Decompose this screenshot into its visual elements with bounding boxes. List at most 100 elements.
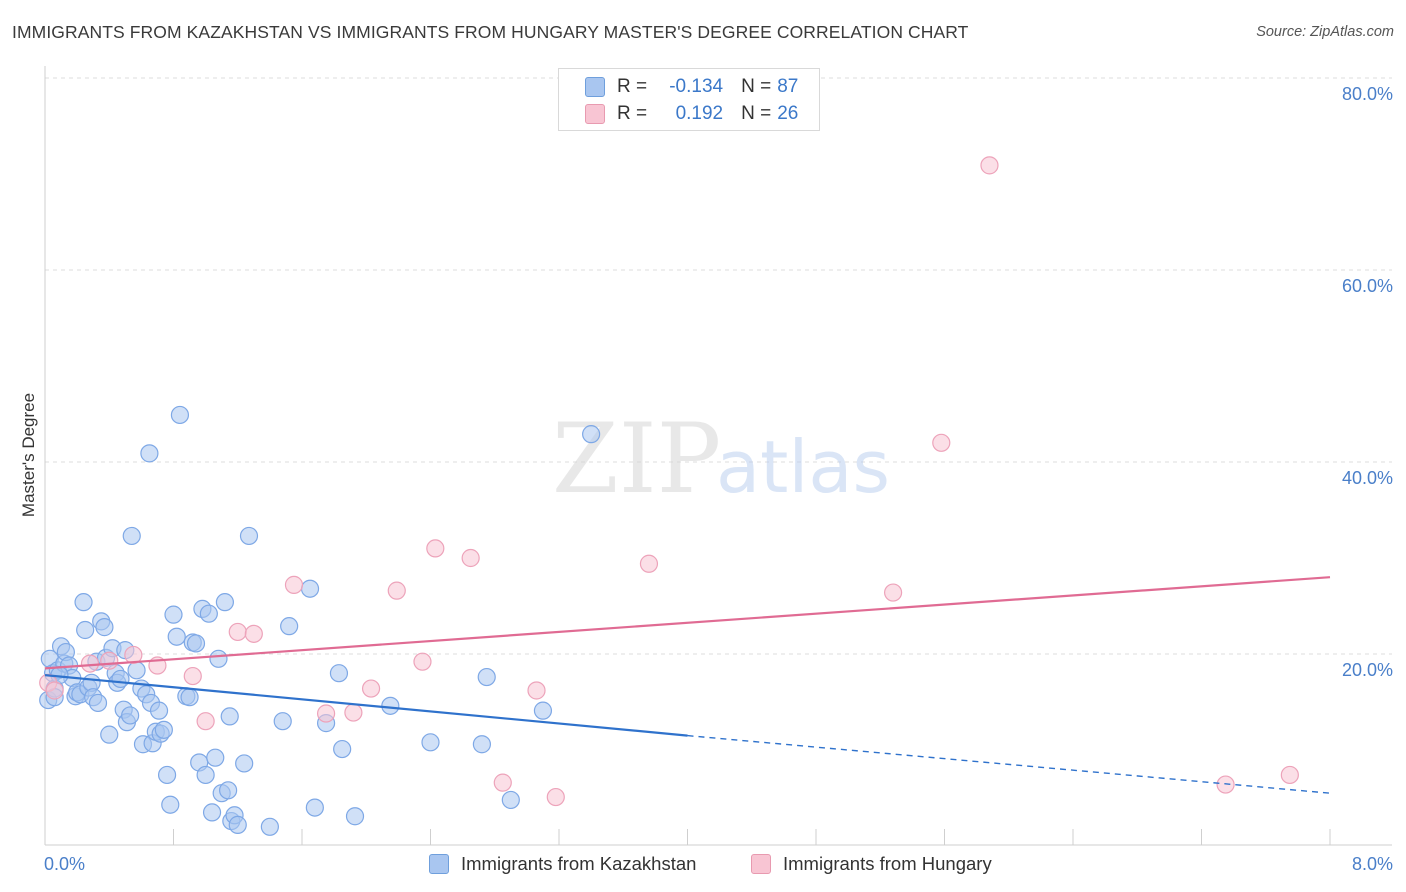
data-point-kazakhstan [333, 739, 352, 759]
legend-n-value-hungary: 26 [777, 103, 799, 124]
y-tick-label: 60.0% [1342, 276, 1393, 296]
data-point-hungary [461, 548, 480, 568]
data-point-hungary [883, 583, 903, 602]
data-point-kazakhstan [206, 748, 225, 767]
data-point-hungary [527, 681, 546, 700]
legend-r-value-hungary: 0.192 [675, 103, 724, 124]
data-point-kazakhstan [305, 798, 324, 817]
legend-n-value-kazakhstan: 87 [777, 76, 799, 97]
data-point-hungary [80, 654, 100, 673]
data-point-kazakhstan [280, 617, 299, 636]
data-point-kazakhstan [239, 526, 259, 546]
data-point-kazakhstan [219, 781, 238, 800]
gridlines [45, 77, 1392, 655]
data-point-hungary [124, 645, 143, 665]
tick-labels: 20.0% 40.0% 60.0% 80.0% 0.0% 8.0% [44, 84, 1393, 874]
data-point-hungary [932, 433, 951, 452]
data-point-hungary [980, 156, 999, 175]
bottom-legend-swatch-kazakhstan [429, 854, 449, 874]
data-point-hungary [1280, 765, 1299, 785]
trend-line-kazakhstan [44, 674, 688, 737]
data-point-kazakhstan [196, 765, 215, 785]
data-point-kazakhstan [472, 735, 491, 754]
data-point-hungary [361, 679, 381, 698]
data-point-hungary [100, 651, 119, 670]
legend-n-label: N = [741, 76, 772, 97]
data-point-hungary [244, 624, 263, 643]
legend-r-label: R = [617, 76, 648, 97]
data-point-kazakhstan [381, 696, 400, 715]
legend-r-value-kazakhstan: -0.134 [669, 76, 724, 97]
legend-n-label: N = [741, 103, 772, 124]
trend-line-kazakhstan-extension [687, 734, 1331, 794]
data-point-hungary [546, 787, 565, 807]
bottom-legend-kazakhstan: Immigrants from Kazakhstan [429, 851, 696, 877]
data-point-hungary [493, 773, 512, 792]
data-point-hungary [426, 539, 445, 558]
bottom-legend-swatch-hungary [751, 854, 771, 874]
legend-row-hungary: R = 0.192 N = 26 [585, 101, 798, 127]
chart-title: IMMIGRANTS FROM KAZAKHSTAN VS IMMIGRANTS… [12, 22, 969, 42]
bottom-legend-hungary: Immigrants from Hungary [751, 851, 992, 877]
legend-r-label: R = [617, 103, 648, 124]
data-point-kazakhstan [170, 405, 190, 425]
data-point-kazakhstan [127, 661, 146, 680]
data-point-kazakhstan [300, 579, 320, 598]
data-point-hungary [228, 622, 247, 642]
data-point-hungary [183, 666, 202, 686]
data-point-kazakhstan [149, 701, 169, 720]
data-point-kazakhstan [199, 604, 218, 623]
source-label: Source: ZipAtlas.com [1256, 24, 1394, 40]
data-point-kazakhstan [501, 790, 520, 810]
data-point-kazakhstan [180, 688, 199, 707]
data-point-kazakhstan [582, 425, 601, 444]
data-point-kazakhstan [477, 667, 496, 687]
data-point-kazakhstan [161, 795, 180, 814]
data-point-hungary [284, 575, 304, 594]
data-point-kazakhstan [228, 815, 247, 834]
bottom-legend-label-hungary: Immigrants from Hungary [783, 853, 992, 874]
data-point-hungary [639, 554, 659, 573]
x-tick-label: 0.0% [44, 854, 85, 874]
data-point-kazakhstan [122, 526, 141, 546]
y-tick-label: 80.0% [1342, 84, 1393, 104]
data-point-kazakhstan [76, 620, 95, 640]
watermark-zip: ZIP [552, 403, 721, 515]
data-point-kazakhstan [111, 669, 130, 689]
data-point-kazakhstan [235, 754, 254, 773]
data-point-kazakhstan [88, 693, 108, 713]
data-point-kazakhstan [121, 706, 140, 725]
legend-swatch-kazakhstan [585, 77, 605, 97]
correlation-legend: R = -0.134 N = 87 R = 0.192 N = 26 [558, 68, 820, 131]
data-point-kazakhstan [421, 733, 440, 752]
data-point-kazakhstan [154, 720, 173, 739]
data-point-hungary [316, 704, 336, 723]
data-point-kazakhstan [140, 444, 159, 463]
bottom-legend-label-kazakhstan: Immigrants from Kazakhstan [461, 853, 697, 874]
data-point-kazakhstan [533, 701, 553, 720]
y-axis-label: Master's Degree [19, 393, 38, 517]
axes [44, 66, 1392, 846]
data-point-kazakhstan [157, 765, 177, 785]
data-point-hungary [413, 652, 432, 671]
data-point-kazakhstan [215, 593, 234, 612]
data-point-kazakhstan [74, 593, 93, 612]
data-point-kazakhstan [260, 817, 279, 836]
data-point-kazakhstan [164, 605, 183, 624]
data-point-kazakhstan [202, 803, 222, 822]
data-point-hungary [344, 703, 363, 722]
x-tick-label: 8.0% [1352, 854, 1393, 874]
data-point-kazakhstan [220, 707, 239, 726]
data-point-hungary [387, 581, 406, 600]
data-point-kazakhstan [209, 649, 228, 668]
data-point-kazakhstan [167, 627, 186, 646]
y-tick-label: 40.0% [1342, 468, 1393, 488]
data-point-kazakhstan [95, 618, 114, 637]
legend-swatch-hungary [585, 104, 605, 124]
trend-line-hungary [44, 576, 1331, 670]
trend-lines [44, 576, 1331, 794]
data-point-hungary [1216, 775, 1235, 794]
legend-row-kazakhstan: R = -0.134 N = 87 [585, 74, 798, 100]
data-point-kazakhstan [345, 807, 365, 826]
